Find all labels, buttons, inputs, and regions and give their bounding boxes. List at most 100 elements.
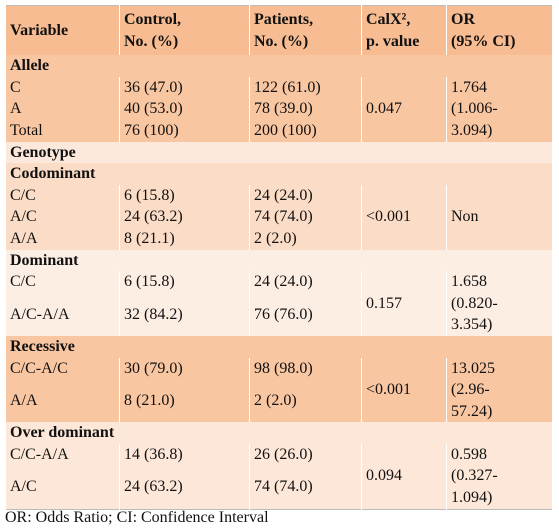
data-row: C/C-A/C 30 (79.0) 98 (98.0) <0.001 13.025 (2.…: [5, 357, 553, 423]
text-line: 57.24): [451, 402, 493, 420]
group: Recessive C/C-A/C 30 (79.0) 98 (98.0) <0.001…: [5, 335, 553, 423]
cell: 76 (76.0): [249, 303, 362, 336]
text-line: Non: [451, 208, 479, 226]
cell: 2 (2.0): [249, 227, 362, 250]
p-value: 0.157: [361, 271, 447, 336]
text-line: (0.327-: [451, 467, 498, 485]
cell: 24 (24.0): [249, 271, 362, 304]
text-line: (2.96-: [451, 381, 490, 399]
text-line: 0.598: [451, 445, 487, 463]
group-label: Codominant: [5, 163, 553, 185]
group: Genotype: [5, 141, 553, 164]
data-row: Total 76 (100) 200 (100): [5, 119, 553, 142]
text-line: Patients,: [254, 11, 314, 28]
p-value: <0.001: [361, 184, 447, 250]
data-row: A 40 (53.0) 78 (39.0): [5, 98, 553, 120]
group-label-row: Genotype: [5, 141, 553, 164]
cell: 24 (63.2): [119, 206, 250, 228]
header-cell: Control, No. (%): [119, 5, 250, 56]
cell: A: [5, 98, 120, 120]
group-label-row: Over dominant: [5, 422, 553, 444]
cell: 26 (26.0): [249, 443, 362, 477]
footnote: OR: Odds Ratio; CI: Confidence Interval: [5, 509, 269, 526]
group-label: Allele: [5, 55, 553, 77]
data-row: C/C-A/A 14 (36.8) 26 (26.0) 0.094 0.598 (0.32…: [5, 443, 553, 510]
cell: 14 (36.8): [119, 443, 250, 477]
cell: A/A: [5, 227, 120, 250]
group-label: Dominant: [5, 249, 553, 272]
header-row: Variable Control, No. (%) Patients, No. (%) C…: [5, 5, 553, 56]
p-value: 0.047: [361, 76, 447, 142]
cell: 98 (98.0): [249, 357, 362, 390]
data-row: A/C 24 (63.2) 74 (74.0): [5, 206, 553, 228]
table-header: Variable Control, No. (%) Patients, No. (%) C…: [5, 5, 553, 56]
text-line: 1.764: [451, 78, 487, 96]
header-cell: Variable: [5, 5, 120, 56]
cell: 30 (79.0): [119, 357, 250, 390]
p-value: 0.094: [361, 443, 447, 510]
data-row: C/C 6 (15.8) 24 (24.0) 0.157 1.658 (0.820- 3.3…: [5, 271, 553, 336]
cell: 36 (47.0): [119, 76, 250, 99]
group: Allele C 36 (47.0) 122 (61.0) 0.047 1.764 (1.0…: [5, 55, 553, 142]
cell: A/C-A/A: [5, 303, 120, 336]
data-row: C/C 6 (15.8) 24 (24.0) <0.001 Non: [5, 184, 553, 250]
group-label-row: Dominant: [5, 249, 553, 272]
cell: 8 (21.1): [119, 227, 250, 250]
cell: 6 (15.8): [119, 271, 250, 304]
text-line: 3.354): [451, 316, 493, 334]
text-line: 1.658: [451, 273, 487, 291]
cell: A/A: [5, 389, 120, 423]
cell: 74 (74.0): [249, 476, 362, 510]
header-cell: CalX², p. value: [361, 5, 447, 56]
odds-ratio: Non: [446, 184, 553, 250]
odds-ratio: 1.764 (1.006- 3.094): [446, 76, 553, 142]
cell: C/C-A/C: [5, 357, 120, 390]
header-cell: Patients, No. (%): [249, 5, 362, 56]
group-label: Over dominant: [5, 422, 553, 444]
cell: C/C: [5, 271, 120, 304]
cell: 78 (39.0): [249, 98, 362, 120]
text-line: 3.094): [451, 121, 493, 139]
group-label: Genotype: [5, 141, 553, 164]
group-label-row: Allele: [5, 55, 553, 77]
group: Dominant C/C 6 (15.8) 24 (24.0) 0.157 1.658 (0…: [5, 249, 553, 336]
cell: 24 (24.0): [249, 184, 362, 207]
data-row: A/A 8 (21.0) 2 (2.0): [5, 389, 553, 423]
odds-ratio: 0.598 (0.327- 1.094): [446, 443, 553, 510]
group-label-row: Codominant: [5, 163, 553, 185]
group: Codominant C/C 6 (15.8) 24 (24.0) <0.001 Non A…: [5, 163, 553, 250]
cell: 2 (2.0): [249, 389, 362, 423]
cell: 8 (21.0): [119, 389, 250, 423]
text-line: (95% CI): [451, 32, 516, 50]
table-wrap: Variable Control, No. (%) Patients, No. (%) C…: [5, 5, 553, 510]
odds-ratio: 1.658 (0.820- 3.354): [446, 271, 553, 336]
data-row: A/C 24 (63.2) 74 (74.0): [5, 476, 553, 510]
cell: Total: [5, 119, 120, 142]
cell: C: [5, 76, 120, 99]
text-line: No. (%): [124, 32, 179, 50]
cell: C/C-A/A: [5, 443, 120, 477]
data-row: C 36 (47.0) 122 (61.0) 0.047 1.764 (1.006- 3.0…: [5, 76, 553, 142]
text-line: Variable: [10, 21, 69, 39]
cell: A/C: [5, 476, 120, 510]
cell: 40 (53.0): [119, 98, 250, 120]
cell: 122 (61.0): [249, 76, 362, 99]
p-value: <0.001: [361, 357, 447, 423]
text-line: p. value: [366, 32, 420, 50]
text-line: No. (%): [254, 32, 309, 50]
cell: A/C: [5, 206, 120, 228]
cell: 76 (100): [119, 119, 250, 142]
text-line: OR: [451, 11, 475, 28]
cell: 32 (84.2): [119, 303, 250, 336]
group-label-row: Recessive: [5, 335, 553, 358]
odds-ratio: 13.025 (2.96- 57.24): [446, 357, 553, 423]
cell: 6 (15.8): [119, 184, 250, 207]
cell: 200 (100): [249, 119, 362, 142]
group: Over dominant C/C-A/A 14 (36.8) 26 (26.0) 0.…: [5, 422, 553, 510]
text-line: (1.006-: [451, 100, 498, 118]
data-row: A/C-A/A 32 (84.2) 76 (76.0): [5, 303, 553, 336]
text-line: CalX²,: [366, 11, 411, 28]
cell: 74 (74.0): [249, 206, 362, 228]
cell: 24 (63.2): [119, 476, 250, 510]
